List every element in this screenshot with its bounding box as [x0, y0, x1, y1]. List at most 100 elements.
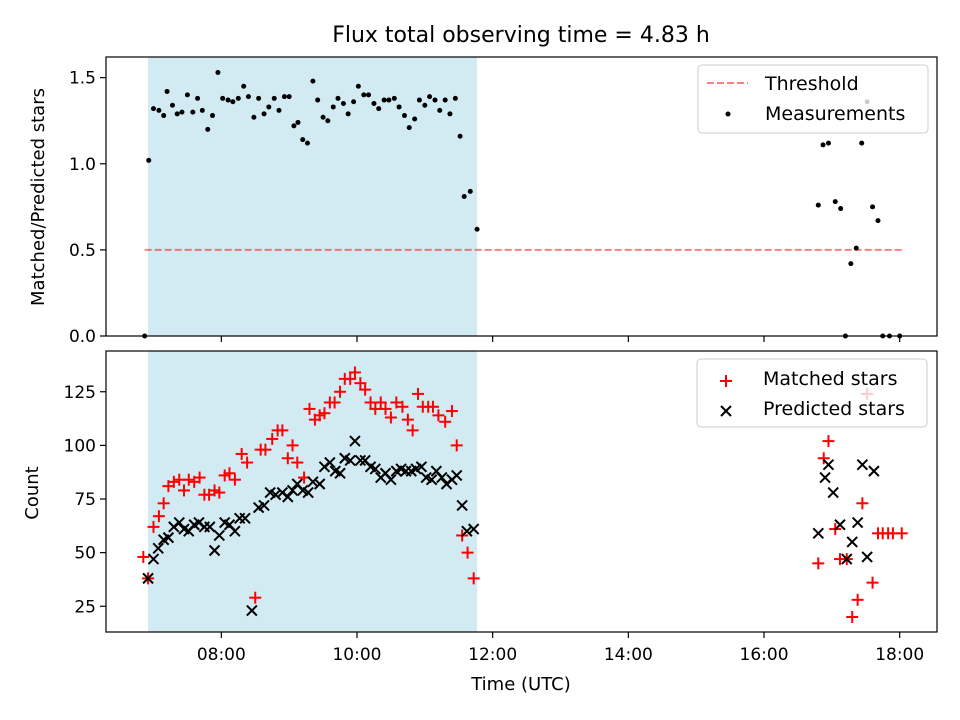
predicted-star-point: [147, 553, 160, 565]
top-axes-frame: [105, 56, 938, 337]
measurement-point: [256, 95, 262, 101]
predicted-star-point: [436, 471, 448, 484]
bottom-legend: Matched stars Predicted stars: [696, 358, 928, 428]
matched-star-point: [178, 484, 191, 497]
measurement-point: [161, 113, 167, 119]
measurement-point: [220, 95, 226, 101]
matched-star-point: [334, 385, 347, 398]
predicted-star-point: [213, 529, 225, 542]
matched-star-point: [390, 396, 403, 409]
matched-star-point: [281, 452, 294, 465]
bottom-axes-frame: [105, 350, 938, 633]
bottom-y-tick-label: 25: [74, 597, 96, 617]
measurement-point: [345, 111, 351, 117]
predicted-star-point: [841, 553, 853, 565]
measurement-point: [235, 95, 241, 101]
measurement-point: [412, 116, 418, 122]
measurement-point: [340, 101, 346, 106]
legend-matched-swatch: [720, 375, 732, 387]
measurement-point: [261, 111, 267, 117]
matched-star-point: [152, 510, 165, 523]
predicted-star-point: [846, 536, 858, 548]
measurement-point: [875, 218, 881, 224]
measurement-point: [281, 94, 287, 100]
legend-threshold-label: Threshold: [764, 73, 859, 95]
measurement-point: [164, 88, 170, 94]
x-tick-label: 18:00: [875, 645, 924, 665]
predicted-star-point: [467, 523, 480, 535]
predicted-star-point: [173, 516, 185, 529]
measurement-point: [447, 111, 453, 117]
measurement-point: [150, 106, 156, 112]
predicted-star-point: [822, 458, 835, 471]
predicted-star-point: [385, 473, 397, 486]
matched-star-point: [396, 400, 409, 413]
measurement-point: [205, 126, 211, 132]
matched-star-point: [406, 424, 419, 437]
matched-star-point: [276, 424, 289, 437]
x-tick-label: 10:00: [332, 645, 381, 665]
matched-star-point: [445, 405, 458, 418]
matched-star-point: [374, 396, 387, 409]
matched-star-point: [401, 413, 414, 426]
matched-star-point: [137, 550, 150, 563]
measurement-point: [442, 97, 448, 103]
top-legend-box: [697, 64, 929, 134]
measurement-point: [215, 70, 221, 75]
matched-star-point: [235, 447, 248, 460]
matched-star-point: [147, 520, 160, 533]
measurement-point: [386, 97, 392, 103]
measurement-point: [295, 119, 301, 125]
matched-star-point: [344, 372, 357, 385]
top-points-layer: [142, 70, 903, 339]
bottom-y-tick-label: 125: [64, 383, 96, 403]
matched-star-point: [354, 377, 367, 390]
measurement-point: [241, 83, 247, 89]
top-legend: Threshold Measurements: [697, 64, 929, 134]
predicted-star-point: [258, 499, 270, 512]
matched-star-point: [851, 593, 864, 606]
predicted-star-point: [819, 471, 831, 484]
measurement-point: [199, 107, 205, 113]
matched-star-point: [426, 400, 439, 413]
measurement-point: [230, 99, 236, 105]
measurement-point: [838, 206, 844, 212]
measurement-point: [276, 107, 282, 113]
predicted-star-point: [208, 544, 221, 557]
predicted-star-point: [302, 486, 314, 499]
predicted-star-point: [856, 458, 869, 471]
predicted-star-point: [349, 435, 361, 447]
matched-star-point: [856, 497, 869, 510]
measurement-point: [422, 102, 428, 108]
measurement-point: [848, 261, 854, 267]
legend-matched-label: Matched stars: [763, 368, 897, 390]
predicted-star-point: [282, 491, 294, 503]
measurement-point: [310, 78, 316, 84]
matched-star-point: [432, 409, 445, 422]
measurement-point: [146, 157, 152, 163]
predicted-star-point: [344, 454, 356, 467]
matched-star-point: [213, 486, 226, 499]
top-y-axis-label: Matched/Predicted stars: [28, 88, 49, 306]
measurement-point: [210, 113, 216, 119]
bottom-y-tick-label: 75: [74, 490, 96, 510]
predicted-star-point: [861, 551, 873, 563]
predicted-star-point: [461, 525, 473, 537]
matched-star-point: [846, 610, 859, 623]
measurement-point: [391, 95, 397, 101]
bottom-y-axis-ticks: 25 50 75 100 125: [64, 383, 106, 617]
x-tick-label: 08:00: [197, 645, 246, 665]
matched-star-point: [223, 467, 236, 480]
matched-star-point: [286, 439, 299, 452]
top-y-tick-label: 0.0: [69, 327, 96, 347]
measurement-point: [156, 107, 162, 113]
top-y-tick-label: 1.0: [69, 155, 96, 175]
matched-star-point: [328, 396, 341, 409]
matched-star-point: [359, 383, 372, 396]
bottom-legend-box: [696, 358, 928, 428]
predicted-star-point: [456, 499, 468, 512]
predicted-star-point: [827, 486, 839, 499]
matched-star-point: [450, 439, 463, 452]
predicted-star-point: [425, 473, 438, 486]
